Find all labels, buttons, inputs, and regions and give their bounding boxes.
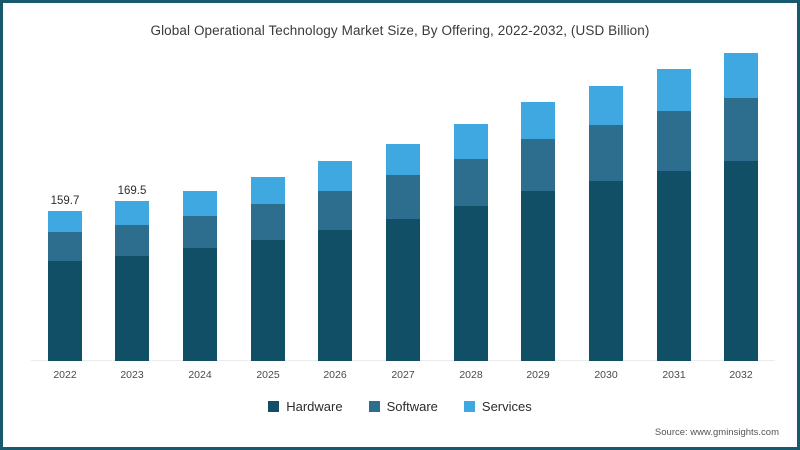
bar-2026[interactable] [318, 161, 352, 361]
page-title: Global Operational Technology Market Siz… [150, 23, 650, 38]
bar-segment-services-2031 [657, 69, 691, 112]
bar-segment-software-2022 [48, 232, 82, 262]
bar-segment-hardware-2027 [386, 218, 420, 361]
x-axis-tick-2026: 2026 [323, 369, 347, 381]
chart-canvas: Global Operational Technology Market Siz… [3, 3, 797, 447]
x-axis-tick-2030: 2030 [594, 369, 618, 381]
legend-label: Hardware [286, 399, 343, 414]
source-attribution: Source: www.gminsights.com [654, 427, 779, 438]
bar-segment-software-2031 [657, 111, 691, 172]
bar-segment-services-2027 [386, 143, 420, 176]
bar-segment-software-2023 [115, 224, 149, 256]
bar-segment-services-2022 [48, 210, 82, 233]
bar-2029[interactable] [521, 101, 555, 361]
bar-segment-services-2024 [183, 190, 217, 216]
bar-2028[interactable] [454, 124, 488, 361]
bar-value-label-2023: 169.5 [117, 185, 147, 198]
chart-legend: Hardware Software Services [3, 399, 797, 414]
bar-segment-hardware-2029 [521, 191, 555, 361]
legend-label: Services [481, 399, 532, 414]
x-axis-tick-2024: 2024 [188, 369, 212, 381]
bar-2022[interactable]: 159.7 [48, 195, 82, 361]
x-axis-tick-2031: 2031 [662, 369, 686, 381]
x-axis-tick-2023: 2023 [120, 369, 144, 381]
bar-2025[interactable] [251, 176, 285, 361]
bar-segment-software-2026 [318, 190, 352, 231]
x-axis-tick-2032: 2032 [729, 369, 753, 381]
x-axis-tick-2029: 2029 [526, 369, 550, 381]
bar-2027[interactable] [386, 143, 420, 361]
bar-segment-hardware-2026 [318, 230, 352, 361]
bar-segment-hardware-2030 [589, 181, 623, 361]
bar-2030[interactable] [589, 85, 623, 361]
bar-segment-hardware-2028 [454, 206, 488, 361]
bar-segment-software-2032 [724, 97, 758, 162]
legend-item-software[interactable]: Software [368, 399, 438, 414]
bar-segment-services-2030 [589, 85, 623, 126]
bar-segment-hardware-2023 [115, 255, 149, 361]
legend-swatch-icon-software [368, 401, 380, 412]
bar-segment-services-2026 [318, 161, 352, 191]
bar-segment-software-2024 [183, 215, 217, 249]
bar-segment-services-2029 [521, 101, 555, 140]
bar-2023[interactable]: 169.5 [115, 185, 149, 361]
bar-segment-services-2025 [251, 176, 285, 204]
x-axis-tick-2027: 2027 [391, 369, 415, 381]
x-axis-tick-2028: 2028 [459, 369, 483, 381]
legend-swatch-icon-hardware [268, 401, 280, 412]
bar-segment-software-2028 [454, 158, 488, 207]
legend-swatch-icon-services [463, 401, 475, 412]
bar-2031[interactable] [657, 69, 691, 361]
bar-segment-hardware-2024 [183, 248, 217, 361]
bar-segment-services-2023 [115, 201, 149, 225]
bar-value-label-2022: 159.7 [50, 194, 80, 207]
bar-segment-software-2025 [251, 203, 285, 240]
bar-segment-software-2027 [386, 175, 420, 219]
bar-2024[interactable] [183, 190, 217, 361]
x-axis-tick-2025: 2025 [256, 369, 280, 381]
x-axis-tick-2022: 2022 [53, 369, 77, 381]
legend-label: Software [386, 399, 438, 414]
bar-segment-software-2029 [521, 139, 555, 192]
legend-item-hardware[interactable]: Hardware [268, 399, 343, 414]
bar-segment-hardware-2031 [657, 171, 691, 361]
plot-area: 159.7 169.5 [31, 53, 775, 361]
bar-segment-hardware-2025 [251, 239, 285, 361]
bar-segment-software-2030 [589, 125, 623, 182]
bar-segment-services-2028 [454, 124, 488, 159]
bar-2032[interactable] [724, 53, 758, 361]
legend-item-services[interactable]: Services [463, 399, 532, 414]
bar-segment-hardware-2022 [48, 261, 82, 361]
bar-segment-services-2032 [724, 53, 758, 98]
bar-segment-hardware-2032 [724, 161, 758, 361]
